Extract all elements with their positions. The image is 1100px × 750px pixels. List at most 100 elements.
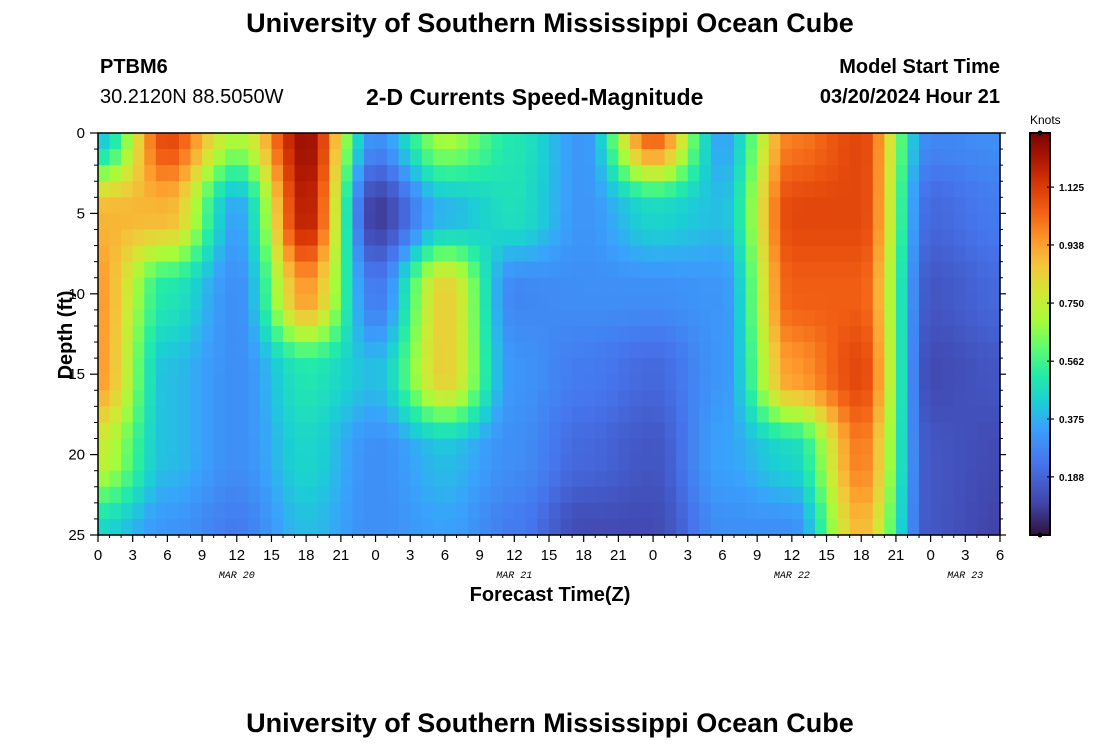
heatmap-cell xyxy=(190,390,203,407)
heatmap-cell xyxy=(178,518,192,536)
heatmap-cell xyxy=(826,229,839,247)
heatmap-cell xyxy=(375,165,388,182)
heatmap-cell xyxy=(271,293,284,311)
heatmap-cell xyxy=(965,261,978,279)
heatmap-cell xyxy=(814,245,828,263)
heatmap-cell xyxy=(190,309,203,327)
heatmap-cell xyxy=(525,149,539,166)
heatmap-cell xyxy=(340,438,354,456)
heatmap-cell xyxy=(803,293,816,311)
heatmap-cell xyxy=(213,374,226,391)
heatmap-cell xyxy=(190,518,203,536)
heatmap-cell xyxy=(398,406,411,424)
heatmap-cell xyxy=(629,470,643,488)
heatmap-cell xyxy=(479,309,492,327)
heatmap-cell xyxy=(178,133,192,150)
heatmap-cell xyxy=(363,374,377,391)
heatmap-cell xyxy=(387,438,400,456)
heatmap-cell xyxy=(930,277,943,295)
heatmap-cell xyxy=(352,470,365,488)
heatmap-cell xyxy=(387,181,400,198)
heatmap-cell xyxy=(132,213,145,231)
heatmap-cell xyxy=(826,518,839,536)
heatmap-cell xyxy=(352,293,365,311)
heatmap-cell xyxy=(132,358,145,375)
heatmap-cell xyxy=(653,406,666,424)
heatmap-cell xyxy=(225,149,238,166)
heatmap-cell xyxy=(838,245,851,263)
heatmap-cell xyxy=(271,261,284,279)
heatmap-cell xyxy=(757,342,770,359)
heatmap-cell xyxy=(861,358,874,375)
heatmap-cell xyxy=(791,309,805,327)
heatmap-cell xyxy=(965,486,978,504)
heatmap-cell xyxy=(849,454,862,472)
heatmap-cell xyxy=(340,454,354,472)
x-tick-label: 18 xyxy=(853,547,870,564)
heatmap-cell xyxy=(514,229,527,247)
heatmap-cell xyxy=(340,277,354,295)
heatmap-cell xyxy=(606,342,619,359)
heatmap-cell xyxy=(468,293,481,311)
heatmap-cell xyxy=(537,229,550,247)
heatmap-cell xyxy=(907,325,920,343)
heatmap-cell xyxy=(988,277,1001,295)
heatmap-cell xyxy=(144,149,157,166)
heatmap-cell xyxy=(734,374,747,391)
heatmap-cell xyxy=(780,486,793,504)
heatmap-cell xyxy=(248,502,261,520)
heatmap-cell xyxy=(167,406,180,424)
heatmap-cell xyxy=(572,325,585,343)
heatmap-cell xyxy=(387,422,400,440)
heatmap-cell xyxy=(826,342,839,359)
heatmap-cell xyxy=(838,342,851,359)
heatmap-cell xyxy=(919,454,932,472)
heatmap-cell xyxy=(549,133,562,150)
heatmap-cell xyxy=(479,181,492,198)
heatmap-cell xyxy=(791,390,805,407)
heatmap-cell xyxy=(98,518,111,536)
x-tick-label: 0 xyxy=(94,547,102,564)
heatmap-cell xyxy=(965,197,978,214)
heatmap-cell xyxy=(178,197,192,214)
heatmap-cell xyxy=(826,390,839,407)
heatmap-cell xyxy=(306,277,319,295)
heatmap-cell xyxy=(641,422,654,440)
heatmap-cell xyxy=(953,358,966,375)
heatmap-cell xyxy=(317,229,330,247)
heatmap-cell xyxy=(155,518,168,536)
heatmap-cell xyxy=(98,165,111,182)
heatmap-cell xyxy=(259,454,273,472)
heatmap-cell xyxy=(306,165,319,182)
heatmap-cell xyxy=(190,486,203,504)
heatmap-cell xyxy=(699,309,712,327)
heatmap-cell xyxy=(167,342,180,359)
heatmap-cell xyxy=(722,470,735,488)
heatmap-cell xyxy=(560,390,573,407)
heatmap-cell xyxy=(838,229,851,247)
heatmap-cell xyxy=(965,422,978,440)
heatmap-cell xyxy=(676,245,689,263)
heatmap-cell xyxy=(884,342,897,359)
heatmap-cell xyxy=(768,181,781,198)
heatmap-cell xyxy=(572,261,585,279)
heatmap-cell xyxy=(421,325,434,343)
heatmap-cell xyxy=(919,470,932,488)
heatmap-cell xyxy=(757,245,770,263)
heatmap-cell xyxy=(167,277,180,295)
heatmap-cell xyxy=(942,358,955,375)
heatmap-cell xyxy=(479,261,492,279)
colorbar-end-cap xyxy=(1037,532,1043,538)
heatmap-cell xyxy=(861,229,874,247)
colorbar-tick-label: 0.938 xyxy=(1059,241,1084,252)
heatmap-cell xyxy=(340,213,354,231)
heatmap-cell xyxy=(456,486,469,504)
heatmap-cell xyxy=(699,149,712,166)
heatmap-cell xyxy=(849,502,862,520)
heatmap-cell xyxy=(826,470,839,488)
heatmap-cell xyxy=(676,502,689,520)
heatmap-cell xyxy=(988,390,1001,407)
heatmap-cell xyxy=(294,406,307,424)
heatmap-cell xyxy=(953,454,966,472)
heatmap-cell xyxy=(722,245,735,263)
